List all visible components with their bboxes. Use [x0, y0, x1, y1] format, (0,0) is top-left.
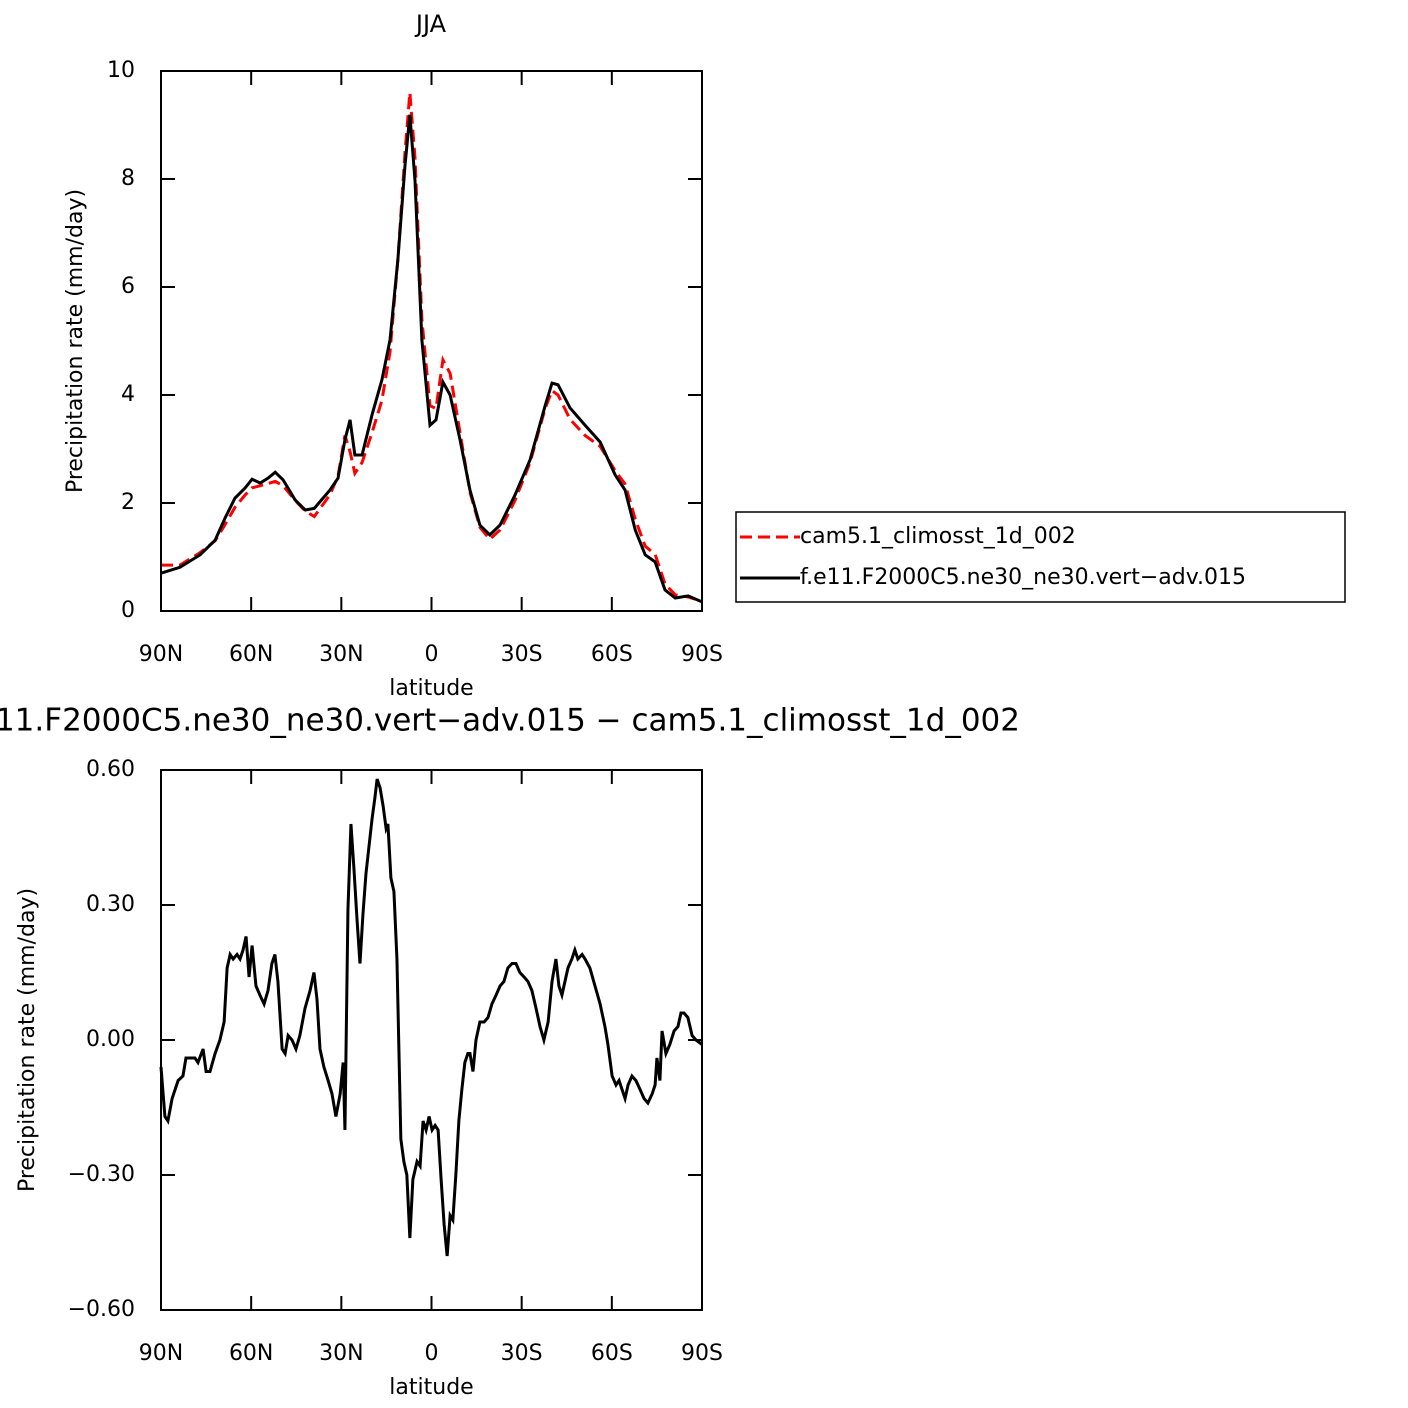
x-tick-label: 90S — [681, 642, 723, 667]
x-tick-label: 90N — [139, 1341, 183, 1366]
y-tick-label: −0.60 — [68, 1297, 135, 1322]
legend-label: f.e11.F2000C5.ne30_ne30.vert−adv.015 — [800, 565, 1246, 590]
y-tick-label: 10 — [107, 58, 135, 83]
plot-frame — [160, 70, 703, 612]
y-tick-label: 0.00 — [86, 1027, 135, 1052]
plot-frame — [160, 769, 703, 1311]
x-tick-label: 30N — [319, 642, 363, 667]
x-tick-label: 0 — [425, 1341, 439, 1366]
x-tick-label: 90S — [681, 1341, 723, 1366]
y-tick-label: 0.60 — [86, 757, 135, 782]
y-tick-label: 2 — [121, 490, 135, 515]
data-line — [160, 114, 703, 604]
x-tick-label: 0 — [425, 642, 439, 667]
x-tick-label: 60N — [229, 642, 273, 667]
legend-box — [735, 511, 1346, 603]
y-tick-label: 4 — [121, 382, 135, 407]
chart-title: JJA — [414, 10, 447, 38]
data-line — [159, 778, 703, 1257]
y-tick-label: 6 — [121, 274, 135, 299]
x-tick-label: 30N — [319, 1341, 363, 1366]
y-tick-label: 0.30 — [86, 892, 135, 917]
x-tick-label: 30S — [501, 1341, 543, 1366]
y-tick-label: 8 — [121, 166, 135, 191]
chart-title: f.e11.F2000C5.ne30_ne30.vert−adv.015 − c… — [0, 703, 1020, 739]
y-axis-label: Precipitation rate (mm/day) — [63, 189, 88, 493]
x-tick-label: 30S — [501, 642, 543, 667]
x-tick-label: 90N — [139, 642, 183, 667]
data-line — [161, 92, 703, 603]
x-axis-label: latitude — [389, 676, 473, 701]
y-tick-label: 0 — [121, 598, 135, 623]
y-tick-label: −0.30 — [68, 1162, 135, 1187]
x-tick-label: 60S — [591, 642, 633, 667]
legend-label: cam5.1_climosst_1d_002 — [800, 524, 1076, 549]
x-tick-label: 60S — [591, 1341, 633, 1366]
x-tick-label: 60N — [229, 1341, 273, 1366]
x-axis-label: latitude — [389, 1375, 473, 1400]
y-axis-label: Precipitation rate (mm/day) — [15, 888, 40, 1192]
